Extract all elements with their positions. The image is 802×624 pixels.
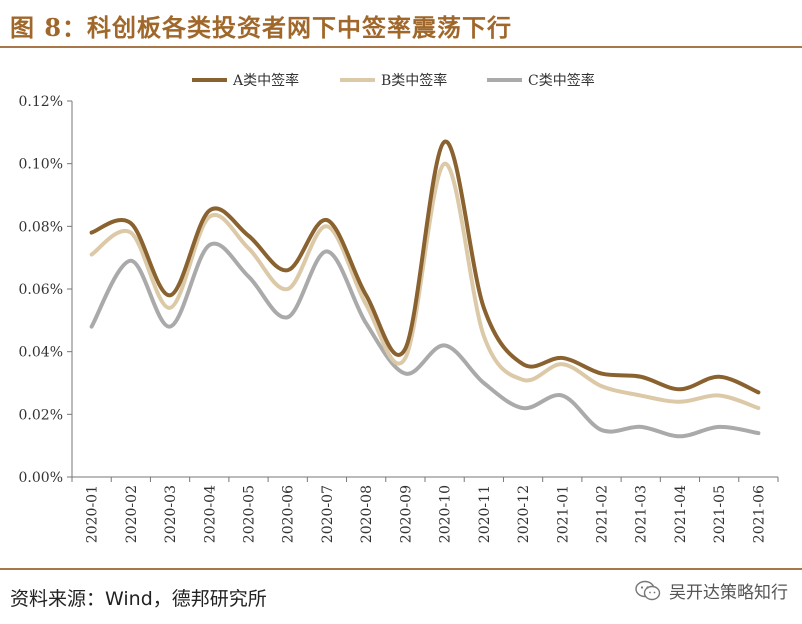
x-tick-label: 2020-12 <box>516 485 532 543</box>
wechat-icon <box>635 580 661 600</box>
y-tick-label: 0.12% <box>19 94 63 110</box>
y-axis: 0.00% 0.02% 0.04% 0.06% 0.08% 0.10% 0.12% <box>19 94 73 486</box>
x-tick-label: 2020-07 <box>320 485 336 543</box>
series-layer <box>89 139 761 439</box>
x-tick-label: 2020-04 <box>202 485 218 543</box>
legend-label: B类中签率 <box>381 72 447 89</box>
y-tick-label: 0.08% <box>19 219 63 235</box>
series-c-line <box>89 241 761 439</box>
x-tick-label: 2020-06 <box>281 485 297 543</box>
series-a-line <box>89 139 761 395</box>
legend-item: C类中签率 <box>487 72 595 89</box>
x-tick-label: 2020-10 <box>438 485 454 543</box>
source-note: 资料来源：Wind，德邦研究所 <box>10 588 267 610</box>
legend-label: A类中签率 <box>232 72 299 89</box>
x-tick-label: 2021-05 <box>712 485 728 543</box>
x-tick-label: 2020-02 <box>124 485 140 543</box>
y-tick-label: 0.10% <box>19 157 63 173</box>
watermark-text: 吴开达策略知行 <box>669 583 788 603</box>
x-tick-label: 2020-09 <box>398 485 414 543</box>
y-tick-label: 0.06% <box>19 282 63 298</box>
x-tick-label: 2021-02 <box>595 485 611 543</box>
line-chart: A类中签率 B类中签率 C类中签率 0.00% 0.02% 0.04% 0.06% 0.08… <box>19 72 779 543</box>
x-axis: 2020-01 2020-02 2020-03 2020-04 2020-05 2020-… <box>71 476 779 543</box>
legend-item: B类中签率 <box>340 72 447 89</box>
y-tick-label: 0.04% <box>19 345 63 361</box>
legend-label: C类中签率 <box>528 72 595 89</box>
x-tick-label: 2021-01 <box>555 485 571 543</box>
source-divider <box>0 568 802 570</box>
legend-item: A类中签率 <box>192 72 299 89</box>
x-tick-label: 2021-03 <box>634 485 650 543</box>
chart-legend: A类中签率 B类中签率 C类中签率 <box>192 72 595 89</box>
watermark: 吴开达策略知行 <box>635 578 788 603</box>
x-tick-label: 2020-05 <box>242 485 258 543</box>
x-tick-label: 2020-01 <box>85 485 101 543</box>
y-tick-label: 0.02% <box>19 407 63 423</box>
x-tick-label: 2020-03 <box>163 485 179 543</box>
x-tick-label: 2021-06 <box>751 485 767 543</box>
y-tick-label: 0.00% <box>19 470 63 486</box>
x-tick-label: 2021-04 <box>673 485 689 543</box>
x-tick-label: 2020-08 <box>359 485 375 543</box>
page-title: 图 8：科创板各类投资者网下中签率震荡下行 <box>10 13 513 42</box>
title-divider <box>0 46 802 48</box>
x-tick-label: 2020-11 <box>477 485 493 543</box>
